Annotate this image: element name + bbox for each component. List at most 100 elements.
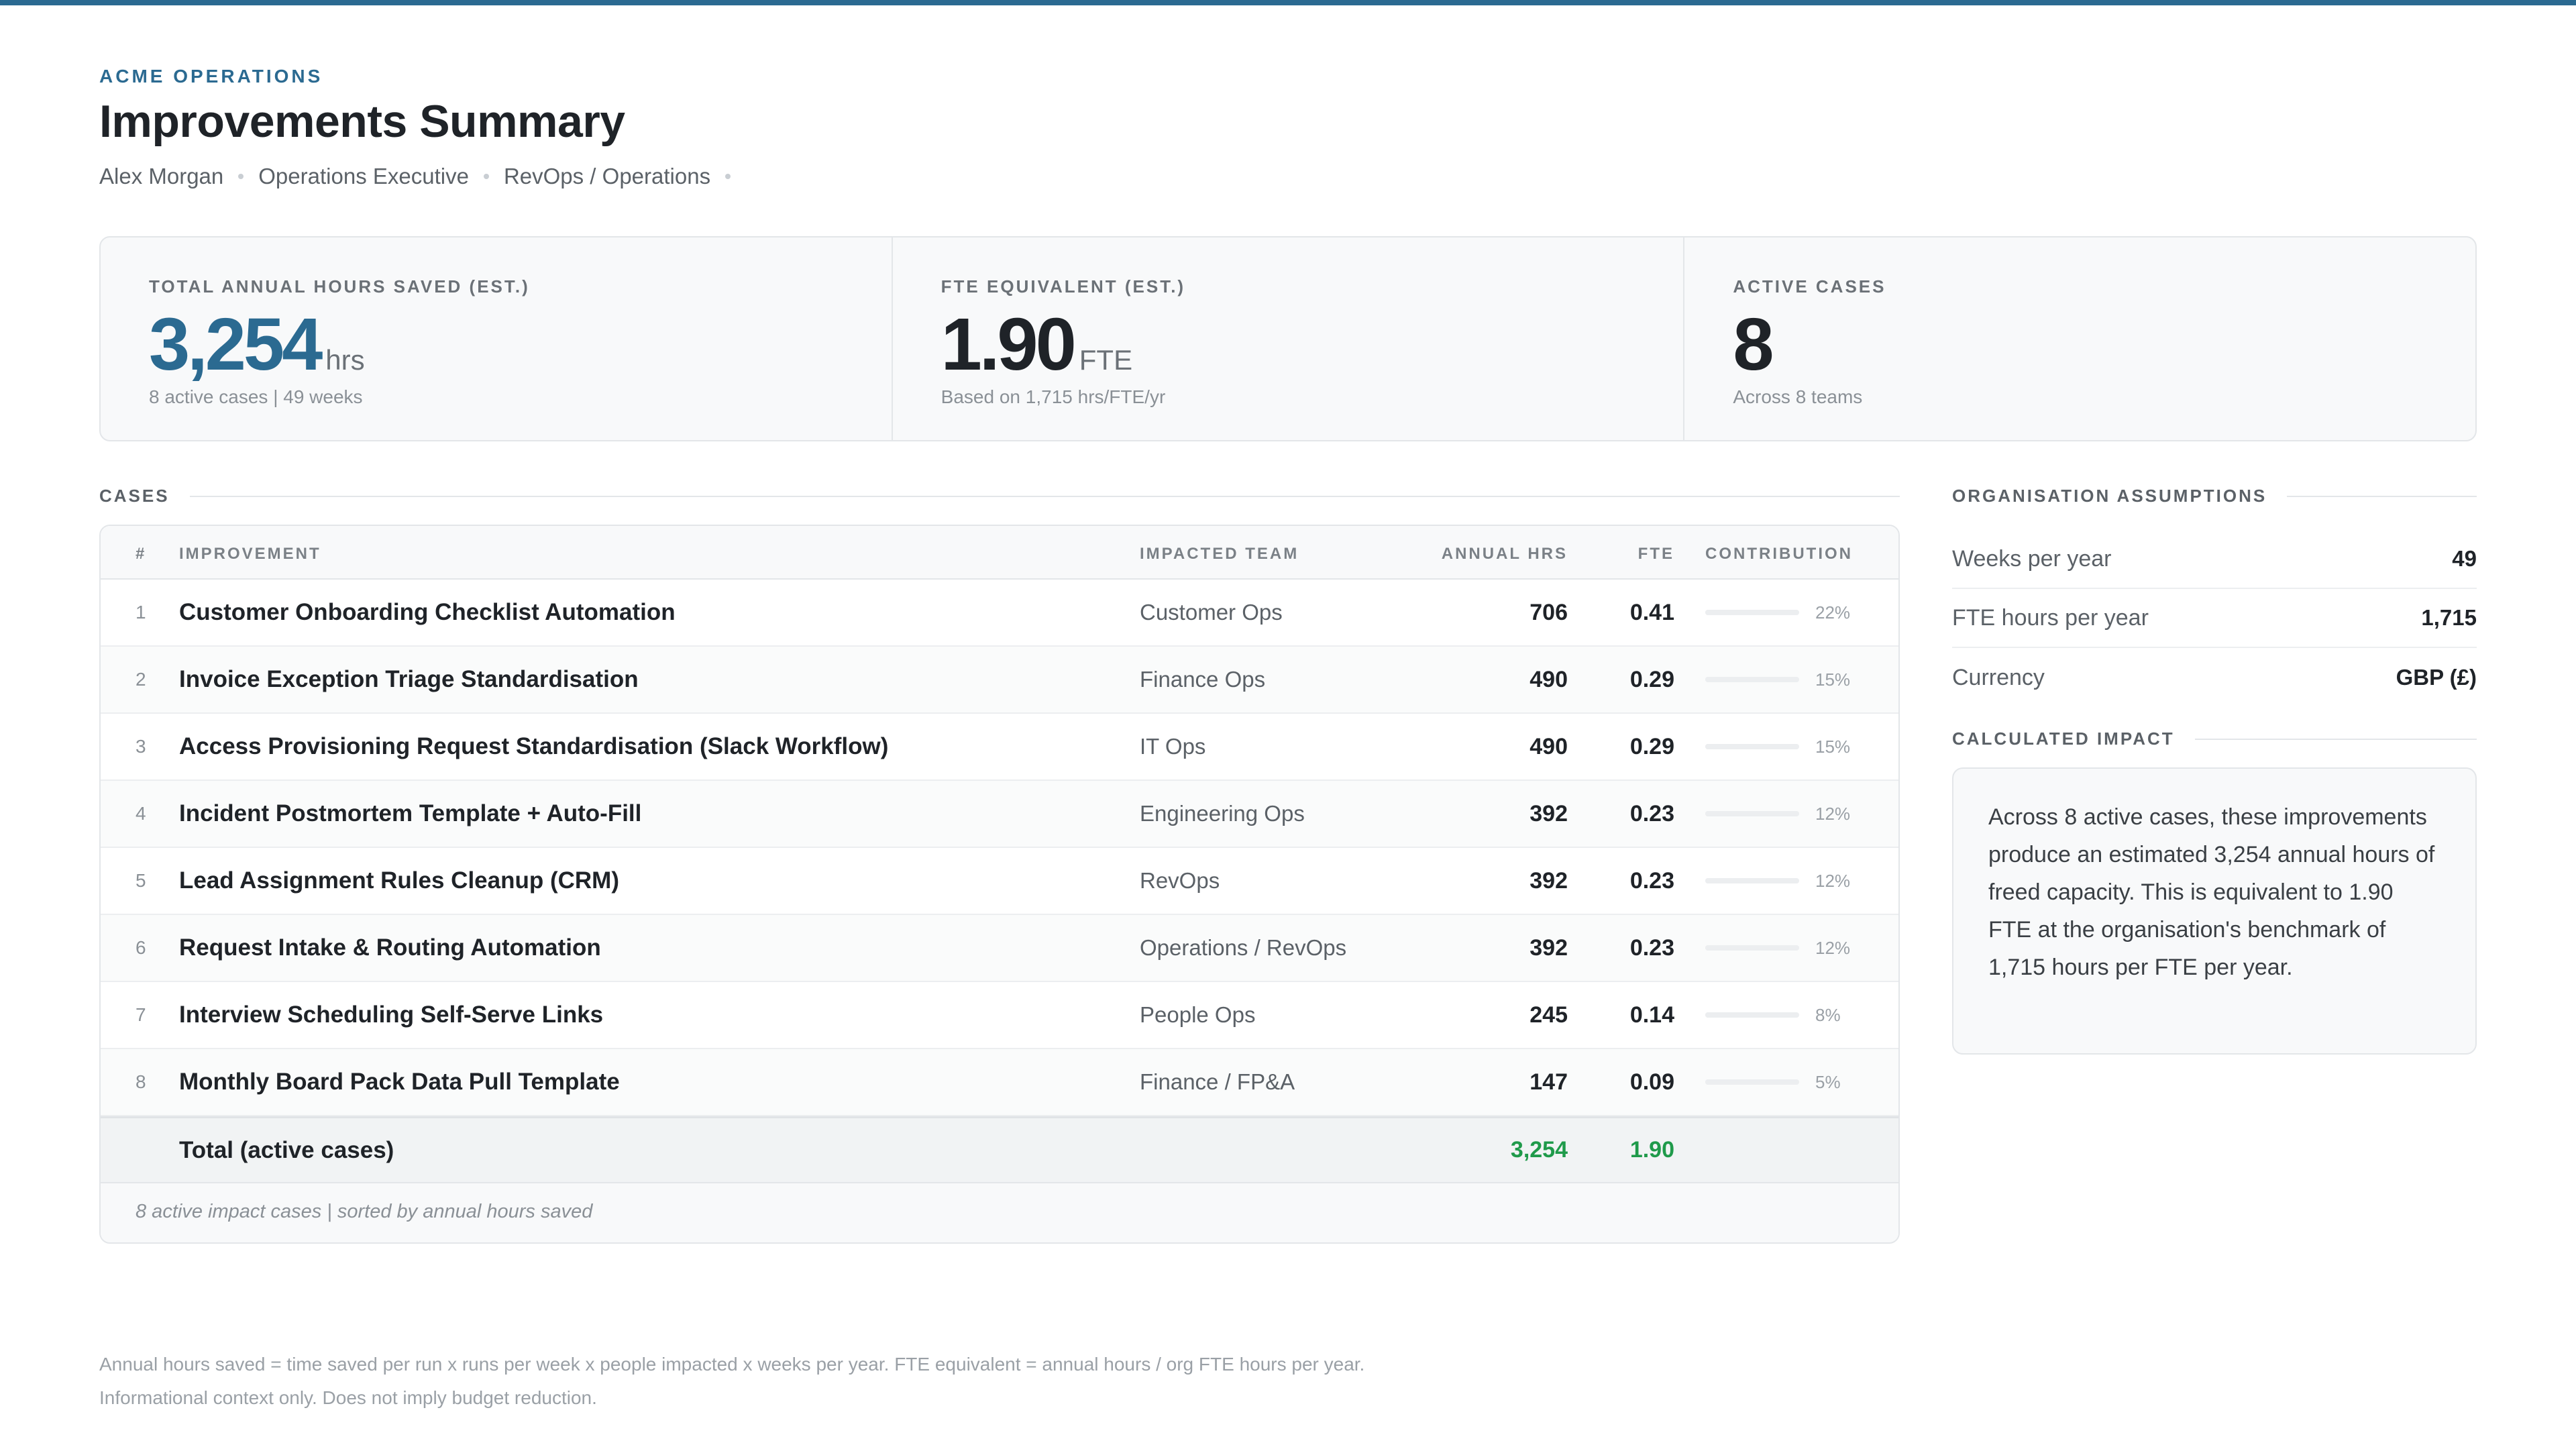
contribution-bar-fill xyxy=(1705,610,1726,615)
row-annual-hrs: 392 xyxy=(1529,867,1568,894)
row-fte: 0.14 xyxy=(1629,1002,1674,1028)
row-index: 1 xyxy=(136,602,146,623)
contribution-bar xyxy=(1705,982,1799,1048)
assumption-label: Weeks per year xyxy=(1952,545,2112,572)
column-header-fte: FTE xyxy=(1638,545,1674,563)
row-contribution-percent: 15% xyxy=(1815,736,1851,757)
page-title: Improvements Summary xyxy=(99,96,625,147)
row-impacted-team: People Ops xyxy=(1140,1002,1256,1027)
contribution-bar-track xyxy=(1705,878,1799,883)
impact-text: Across 8 active cases, these improvement… xyxy=(1988,804,2435,980)
row-improvement-name: Interview Scheduling Self-Serve Links xyxy=(179,1002,604,1028)
user-role: Operations Executive xyxy=(258,164,469,189)
cases-table: # IMPROVEMENT IMPACTED TEAM ANNUAL HRS F… xyxy=(99,525,1900,1244)
row-index: 8 xyxy=(136,1071,146,1092)
section-title: ORGANISATION ASSUMPTIONS xyxy=(1952,486,2267,506)
assumptions-section-header: ORGANISATION ASSUMPTIONS xyxy=(1952,486,2477,506)
kpi-label: ACTIVE CASES xyxy=(1733,276,1886,297)
contribution-bar xyxy=(1705,714,1799,780)
row-annual-hrs: 490 xyxy=(1529,733,1568,759)
row-index: 4 xyxy=(136,803,146,824)
kpi-hours-saved: TOTAL ANNUAL HOURS SAVED (EST.) 3,254 hr… xyxy=(101,237,893,440)
row-impacted-team: Finance Ops xyxy=(1140,667,1266,692)
assumption-label: FTE hours per year xyxy=(1952,604,2149,631)
total-fte: 1.90 xyxy=(1629,1137,1674,1163)
row-annual-hrs: 706 xyxy=(1529,599,1568,625)
contribution-bar-track xyxy=(1705,1079,1799,1085)
row-index: 2 xyxy=(136,669,146,690)
kpi-subtext: 8 active cases | 49 weeks xyxy=(149,386,363,407)
contribution-bar-track xyxy=(1705,945,1799,951)
contribution-bar-fill xyxy=(1705,878,1717,883)
kpi-unit: hrs xyxy=(325,344,365,376)
row-index: 6 xyxy=(136,937,146,958)
table-row: 3 Access Provisioning Request Standardisa… xyxy=(101,714,1898,781)
column-header-contribution: CONTRIBUTION xyxy=(1705,545,1853,563)
assumption-value: 49 xyxy=(2452,546,2477,571)
table-total-row: Total (active cases) 3,254 1.90 xyxy=(101,1116,1898,1183)
column-header-improvement: IMPROVEMENT xyxy=(179,545,321,563)
table-row: 8 Monthly Board Pack Data Pull Template Fi… xyxy=(101,1049,1898,1116)
row-annual-hrs: 245 xyxy=(1529,1002,1568,1028)
impact-section-header: CALCULATED IMPACT xyxy=(1952,729,2477,749)
contribution-bar xyxy=(1705,1049,1799,1115)
row-fte: 0.23 xyxy=(1629,800,1674,826)
table-row: 7 Interview Scheduling Self-Serve Links Pe… xyxy=(101,982,1898,1049)
contribution-bar-fill xyxy=(1705,811,1717,816)
contribution-bar xyxy=(1705,580,1799,645)
contribution-bar xyxy=(1705,647,1799,712)
row-contribution-percent: 15% xyxy=(1815,669,1851,690)
row-contribution-percent: 22% xyxy=(1815,602,1851,623)
footnote-formula: Annual hours saved = time saved per run … xyxy=(99,1354,1365,1375)
row-improvement-name: Lead Assignment Rules Cleanup (CRM) xyxy=(179,867,619,894)
table-row: 4 Incident Postmortem Template + Auto-Fil… xyxy=(101,781,1898,848)
row-contribution-percent: 12% xyxy=(1815,870,1851,891)
section-title: CALCULATED IMPACT xyxy=(1952,729,2175,749)
assumption-currency: Currency GBP (£) xyxy=(1952,648,2477,707)
row-index: 5 xyxy=(136,870,146,891)
kpi-value: 8 xyxy=(1733,302,1774,387)
row-impacted-team: IT Ops xyxy=(1140,734,1206,759)
column-header-team: IMPACTED TEAM xyxy=(1140,545,1299,563)
assumption-weeks-per-year: Weeks per year 49 xyxy=(1952,530,2477,589)
contribution-bar-fill xyxy=(1705,677,1719,682)
row-improvement-name: Access Provisioning Request Standardisat… xyxy=(179,733,889,759)
kpi-fte-equivalent: FTE EQUIVALENT (EST.) 1.90 FTE Based on … xyxy=(893,237,1685,440)
kpi-value: 3,254 hrs xyxy=(149,302,365,387)
row-contribution-percent: 12% xyxy=(1815,803,1851,824)
kpi-label: FTE EQUIVALENT (EST.) xyxy=(941,276,1186,297)
kpi-subtext: Based on 1,715 hrs/FTE/yr xyxy=(941,386,1166,407)
kpi-number: 8 xyxy=(1733,303,1774,386)
kpi-unit: FTE xyxy=(1079,344,1133,376)
contribution-bar xyxy=(1705,848,1799,914)
contribution-bar-track xyxy=(1705,744,1799,749)
row-index: 7 xyxy=(136,1004,146,1025)
user-team: RevOps / Operations xyxy=(503,164,711,189)
assumption-value: 1,715 xyxy=(2421,605,2477,630)
table-footer: 8 active impact cases | sorted by annual… xyxy=(101,1183,1898,1242)
section-title: CASES xyxy=(99,486,170,506)
kpi-subtext: Across 8 teams xyxy=(1733,386,1863,407)
table-row: 1 Customer Onboarding Checklist Automatio… xyxy=(101,580,1898,647)
row-annual-hrs: 147 xyxy=(1529,1069,1568,1095)
separator-dot xyxy=(238,174,244,179)
column-header-index: # xyxy=(136,545,147,563)
section-divider xyxy=(2287,495,2477,497)
row-improvement-name: Monthly Board Pack Data Pull Template xyxy=(179,1069,620,1095)
table-footer-note: 8 active impact cases | sorted by annual… xyxy=(136,1201,593,1222)
kpi-number: 3,254 xyxy=(149,303,323,386)
row-improvement-name: Incident Postmortem Template + Auto-Fill xyxy=(179,800,642,826)
contribution-bar xyxy=(1705,781,1799,847)
org-name: ACME OPERATIONS xyxy=(99,66,323,87)
user-meta: Alex Morgan Operations Executive RevOps … xyxy=(99,164,745,189)
kpi-panel: TOTAL ANNUAL HOURS SAVED (EST.) 3,254 hr… xyxy=(99,236,2477,441)
contribution-bar-fill xyxy=(1705,1079,1710,1085)
top-accent-bar xyxy=(0,0,2576,5)
row-annual-hrs: 392 xyxy=(1529,800,1568,826)
row-impacted-team: Finance / FP&A xyxy=(1140,1069,1295,1094)
section-divider xyxy=(2194,738,2477,740)
contribution-bar-track xyxy=(1705,1012,1799,1018)
kpi-label: TOTAL ANNUAL HOURS SAVED (EST.) xyxy=(149,276,530,297)
contribution-bar-fill xyxy=(1705,945,1717,951)
separator-dot xyxy=(483,174,489,179)
